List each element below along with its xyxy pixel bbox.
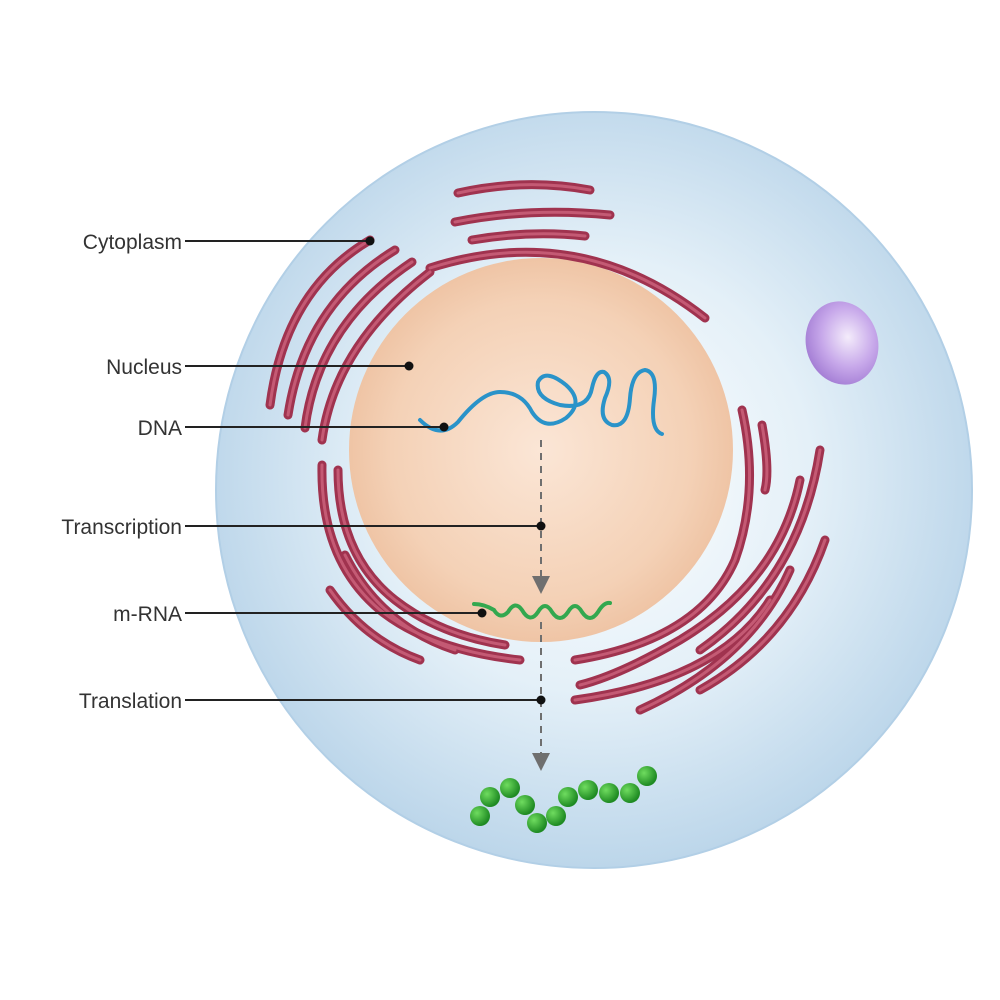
label-cytoplasm: Cytoplasm bbox=[83, 231, 182, 254]
vesicle-icon bbox=[805, 301, 879, 385]
dot-translation bbox=[536, 695, 546, 705]
dot-cytoplasm bbox=[365, 236, 375, 246]
dot-nucleus bbox=[404, 361, 414, 371]
endoplasmic-reticulum-icon bbox=[265, 180, 830, 715]
label-translation: Translation bbox=[79, 690, 182, 713]
label-mrna: m-RNA bbox=[113, 603, 182, 626]
dna-strand-icon bbox=[418, 367, 664, 436]
mrna-strand-icon bbox=[472, 600, 612, 620]
labels: Cytoplasm Nucleus DNA Transcription m-RN… bbox=[61, 231, 182, 713]
label-transcription: Transcription bbox=[61, 516, 182, 539]
dot-dna bbox=[439, 422, 449, 432]
leader-lines bbox=[185, 240, 541, 701]
dot-mrna bbox=[477, 608, 487, 618]
leader-dots bbox=[365, 236, 546, 705]
dot-transcription bbox=[536, 521, 546, 531]
label-nucleus: Nucleus bbox=[106, 356, 182, 379]
protein-chain-icon bbox=[470, 766, 657, 833]
label-dna: DNA bbox=[138, 417, 182, 440]
nucleus-icon bbox=[349, 258, 733, 642]
